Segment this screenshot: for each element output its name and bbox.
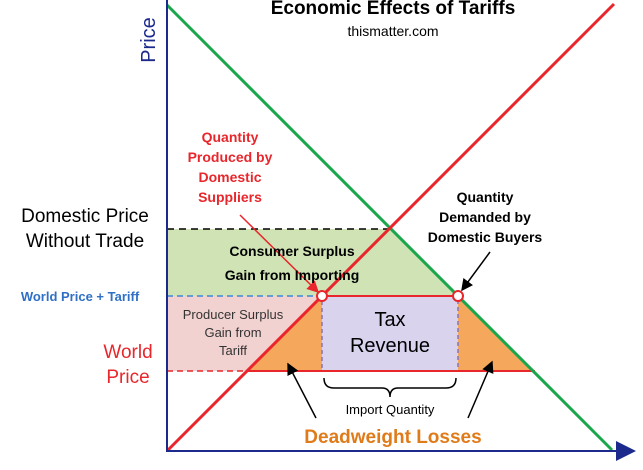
qty-produced-arrow bbox=[239, 214, 320, 294]
world-price-label-1: World bbox=[103, 342, 152, 363]
qty-produced-label-2: Produced by bbox=[188, 149, 273, 165]
import-quantity-brace bbox=[323, 377, 457, 398]
tax-revenue-label-1: Tax bbox=[374, 309, 405, 331]
qty-produced-label-4: Suppliers bbox=[198, 189, 262, 205]
producer-surplus-label-2: Gain from bbox=[204, 325, 261, 340]
world-price-label-2: Price bbox=[106, 367, 149, 388]
consumer-surplus-label-1: Consumer Surplus bbox=[229, 243, 354, 259]
producer-surplus-area bbox=[167, 296, 322, 371]
supply-intersection-point bbox=[316, 290, 328, 302]
domestic-price-label-1: Domestic Price bbox=[21, 206, 149, 227]
consumer-surplus-area bbox=[167, 229, 458, 296]
import-quantity-label: Import Quantity bbox=[346, 402, 435, 417]
deadweight-arrow-left bbox=[287, 362, 317, 419]
tax-revenue-area bbox=[321, 295, 459, 372]
y-axis-label: Price bbox=[138, 17, 160, 63]
qty-demanded-arrow bbox=[461, 251, 491, 292]
demand-intersection-point bbox=[452, 290, 464, 302]
qty-produced-label-1: Quantity bbox=[202, 129, 259, 145]
chart-title: Economic Effects of Tariffs bbox=[271, 0, 516, 19]
qty-produced-label-3: Domestic bbox=[198, 169, 261, 185]
qty-demanded-label-1: Quantity bbox=[457, 189, 514, 205]
producer-surplus-label-1: Producer Surplus bbox=[183, 307, 284, 322]
deadweight-losses-label: Deadweight Losses bbox=[304, 427, 481, 448]
chart-subtitle: thismatter.com bbox=[347, 23, 438, 39]
domestic-price-label-2: Without Trade bbox=[26, 231, 144, 252]
producer-surplus-label-3: Tariff bbox=[219, 343, 247, 358]
qty-demanded-label-2: Demanded by bbox=[439, 209, 531, 225]
world-price-tariff-label: World Price + Tariff bbox=[21, 289, 140, 304]
consumer-surplus-label-2: Gain from Importing bbox=[225, 267, 360, 283]
supply-curve bbox=[165, 2, 616, 453]
deadweight-arrow-right bbox=[467, 360, 494, 419]
tax-revenue-label-2: Revenue bbox=[350, 335, 430, 357]
qty-demanded-label-3: Domestic Buyers bbox=[428, 229, 543, 245]
